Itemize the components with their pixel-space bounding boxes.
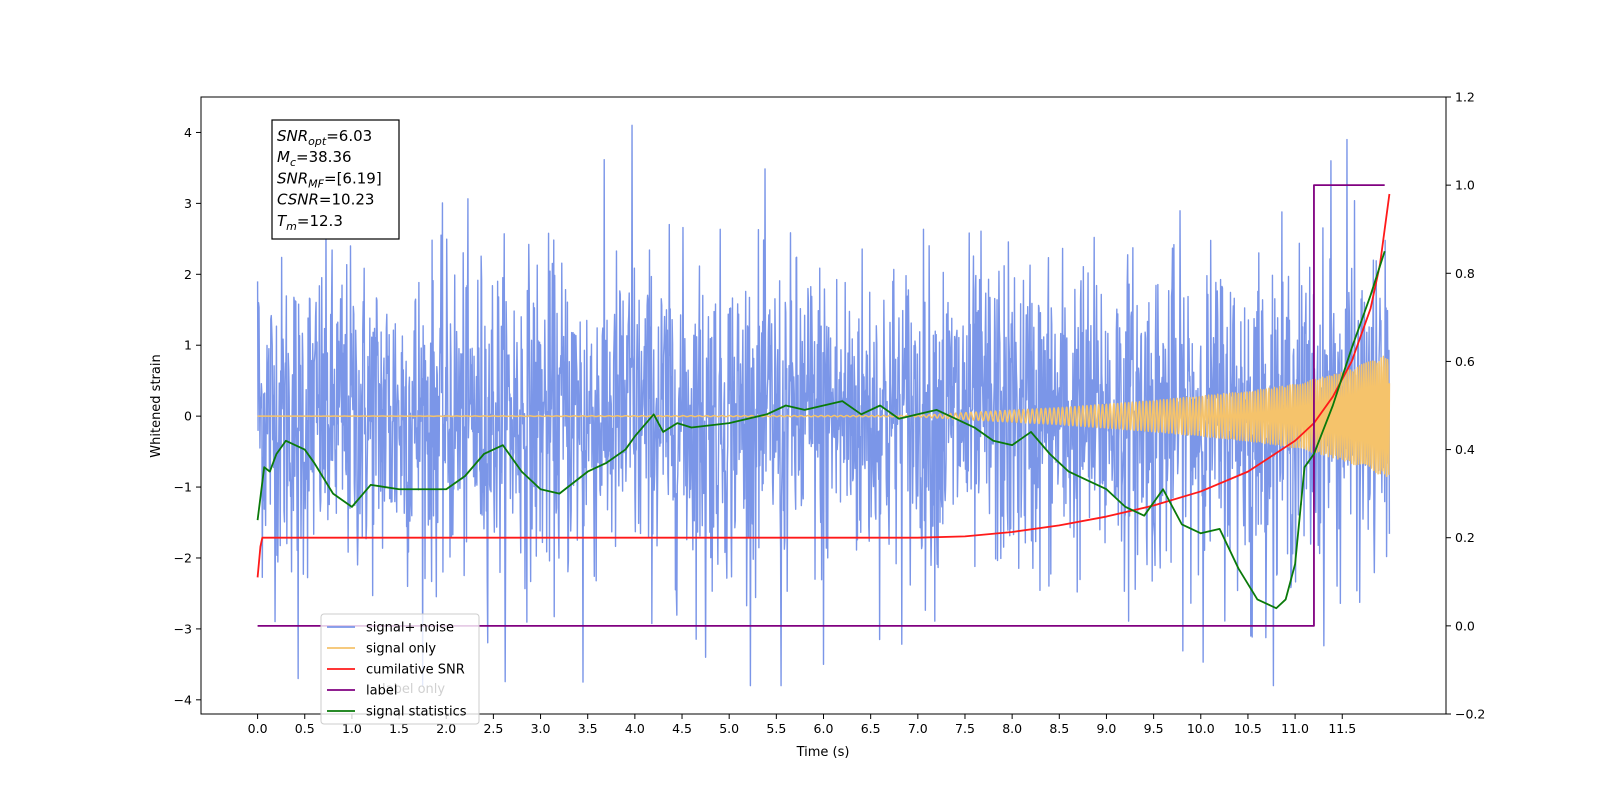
legend-label: cumilative SNR <box>366 663 465 678</box>
annotation-line: Tm=12.3 <box>277 212 343 233</box>
x-tick-label: 11.5 <box>1328 721 1356 736</box>
legend-label: signal statistics <box>366 705 467 720</box>
x-tick-label: 8.5 <box>1049 721 1069 736</box>
series-signal-statistics <box>256 250 1386 610</box>
annotation-line: SNRMF=[6.19] <box>277 169 382 190</box>
x-tick-label: 4.0 <box>625 721 645 736</box>
annotation-box: SNRopt=6.03Mc=38.36SNRMF=[6.19]CSNR=10.2… <box>271 119 400 240</box>
x-tick-label: 0.5 <box>295 721 315 736</box>
x-tick-label: 10.0 <box>1187 721 1215 736</box>
x-axis: 0.0 0.5 1.0 1.5 2.0 2.5 3.0 3.5 4.0 4.5 5.0 5.5 6.0 6… <box>248 714 1356 736</box>
series-layer <box>256 124 1391 687</box>
legend-label: label <box>366 684 397 699</box>
series-cumilative-snr <box>256 193 1391 578</box>
y-right-tick-label: 1.0 <box>1455 178 1475 193</box>
annotation-line: CSNR=10.23 <box>277 191 374 209</box>
x-tick-label: 7.0 <box>908 721 928 736</box>
legend-bleed-text: label only <box>382 682 445 697</box>
x-tick-label: 1.0 <box>342 721 362 736</box>
series-signal-only <box>257 355 1391 478</box>
y-left-tick-label: −4 <box>174 692 192 707</box>
y-right-tick-label: 0.2 <box>1455 530 1475 545</box>
x-tick-label: 5.5 <box>766 721 786 736</box>
x-axis-label: Time (s) <box>796 745 850 760</box>
y-left-tick-label: 1 <box>184 338 192 353</box>
y-left-tick-label: −1 <box>174 480 192 495</box>
y-right-tick-label: −0.2 <box>1455 707 1485 722</box>
y-right-tick-label: 0.4 <box>1455 442 1475 457</box>
series-signal-noise <box>256 124 1391 687</box>
legend-label: signal+ noise <box>366 621 454 636</box>
y-left-tick-label: 4 <box>184 125 192 140</box>
x-tick-label: 5.0 <box>719 721 739 736</box>
legend: label only signal+ noise signal only cumila… <box>320 613 480 725</box>
x-tick-label: 2.5 <box>483 721 503 736</box>
x-tick-label: 3.5 <box>578 721 598 736</box>
y-left-tick-label: −2 <box>174 550 192 565</box>
x-tick-label: 6.5 <box>861 721 881 736</box>
x-tick-label: 9.0 <box>1097 721 1117 736</box>
x-tick-label: 2.0 <box>436 721 456 736</box>
y-right-tick-label: 0.8 <box>1455 266 1475 281</box>
x-tick-label: 1.5 <box>389 721 409 736</box>
x-tick-label: 7.5 <box>955 721 975 736</box>
annotation-line: SNRopt=6.03 <box>277 127 372 148</box>
legend-label: signal only <box>366 642 436 657</box>
x-tick-label: 10.5 <box>1234 721 1262 736</box>
x-tick-label: 3.0 <box>531 721 551 736</box>
y-left-tick-label: 2 <box>184 267 192 282</box>
x-tick-label: 9.5 <box>1144 721 1164 736</box>
y-left-tick-label: 3 <box>184 196 192 211</box>
x-tick-label: 8.0 <box>1002 721 1022 736</box>
annotation-line: Mc=38.36 <box>277 148 352 169</box>
x-tick-label: 11.0 <box>1281 721 1309 736</box>
y-axis-label: Whitened strain <box>149 354 164 457</box>
y-left-tick-label: 0 <box>184 409 192 424</box>
y-left-tick-label: −3 <box>174 621 192 636</box>
series-label <box>257 184 1385 627</box>
legend-frame <box>320 613 480 725</box>
x-tick-label: 4.5 <box>672 721 692 736</box>
x-tick-label: 6.0 <box>814 721 834 736</box>
y-right-tick-label: 1.2 <box>1455 90 1475 105</box>
y-axis-right: 1.2 1.0 0.8 0.6 0.4 0.2 0.0 −0.2 <box>1446 90 1485 722</box>
y-axis-left: 4 3 2 1 0 −1 −2 −3 −4 <box>174 125 201 707</box>
y-right-tick-label: 0.0 <box>1455 618 1475 633</box>
y-right-tick-label: 0.6 <box>1455 354 1475 369</box>
annotation-frame <box>271 119 400 240</box>
x-tick-label: 0.0 <box>248 721 268 736</box>
